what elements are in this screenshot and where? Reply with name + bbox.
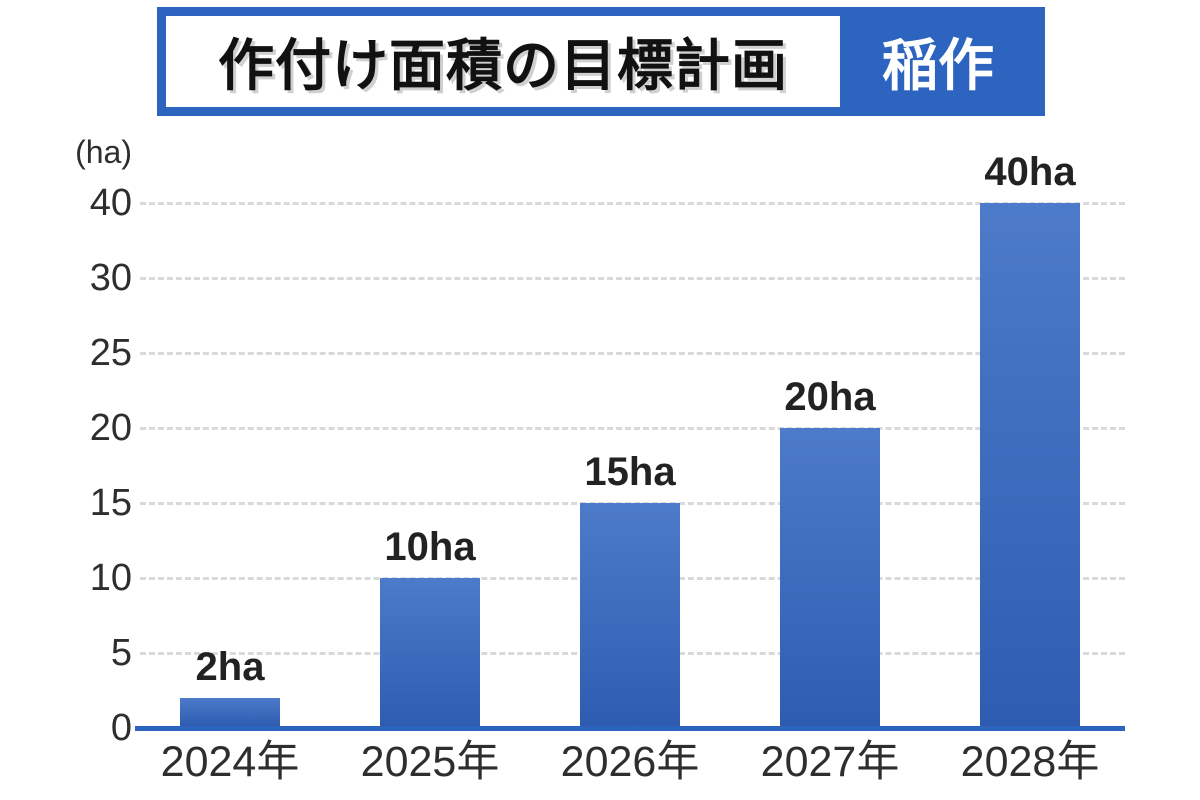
bar-2025年 — [380, 578, 480, 726]
gridline-25 — [140, 352, 1125, 355]
bar-value-label-3: 20ha — [784, 375, 876, 419]
gridline-40 — [140, 202, 1125, 205]
y-tick-label-40: 40 — [89, 182, 132, 224]
y-axis-unit-label: (ha) — [75, 134, 132, 170]
y-tick-label-10: 10 — [89, 557, 132, 599]
y-tick-label-25: 25 — [89, 332, 132, 374]
chart-title: 作付け面積の目標計画 — [166, 16, 840, 107]
bar-value-label-0: 2ha — [195, 645, 265, 689]
bar-2028年 — [980, 203, 1080, 726]
bar-value-label-4: 40ha — [984, 150, 1076, 194]
y-tick-label-5: 5 — [110, 632, 132, 674]
y-tick-label-0: 0 — [110, 707, 132, 749]
bar-2026年 — [580, 503, 680, 726]
y-tick-label-20: 20 — [89, 407, 132, 449]
x-tick-label-2: 2026年 — [560, 738, 700, 786]
bar-2024年 — [180, 698, 280, 726]
bar-value-label-2: 15ha — [584, 450, 676, 494]
x-tick-label-4: 2028年 — [960, 738, 1100, 786]
x-tick-label-3: 2027年 — [760, 738, 900, 786]
y-tick-label-30: 30 — [89, 257, 132, 299]
x-tick-label-0: 2024年 — [160, 738, 300, 786]
chart-title-banner: 作付け面積の目標計画 稲作 — [157, 7, 1045, 116]
x-tick-label-1: 2025年 — [360, 738, 500, 786]
bar-value-label-1: 10ha — [384, 525, 476, 569]
x-axis-line — [135, 726, 1125, 731]
gridline-30 — [140, 277, 1125, 280]
category-badge: 稲作 — [840, 16, 1036, 107]
gridline-20 — [140, 427, 1125, 430]
bar-2027年 — [780, 428, 880, 726]
y-tick-label-15: 15 — [89, 482, 132, 524]
